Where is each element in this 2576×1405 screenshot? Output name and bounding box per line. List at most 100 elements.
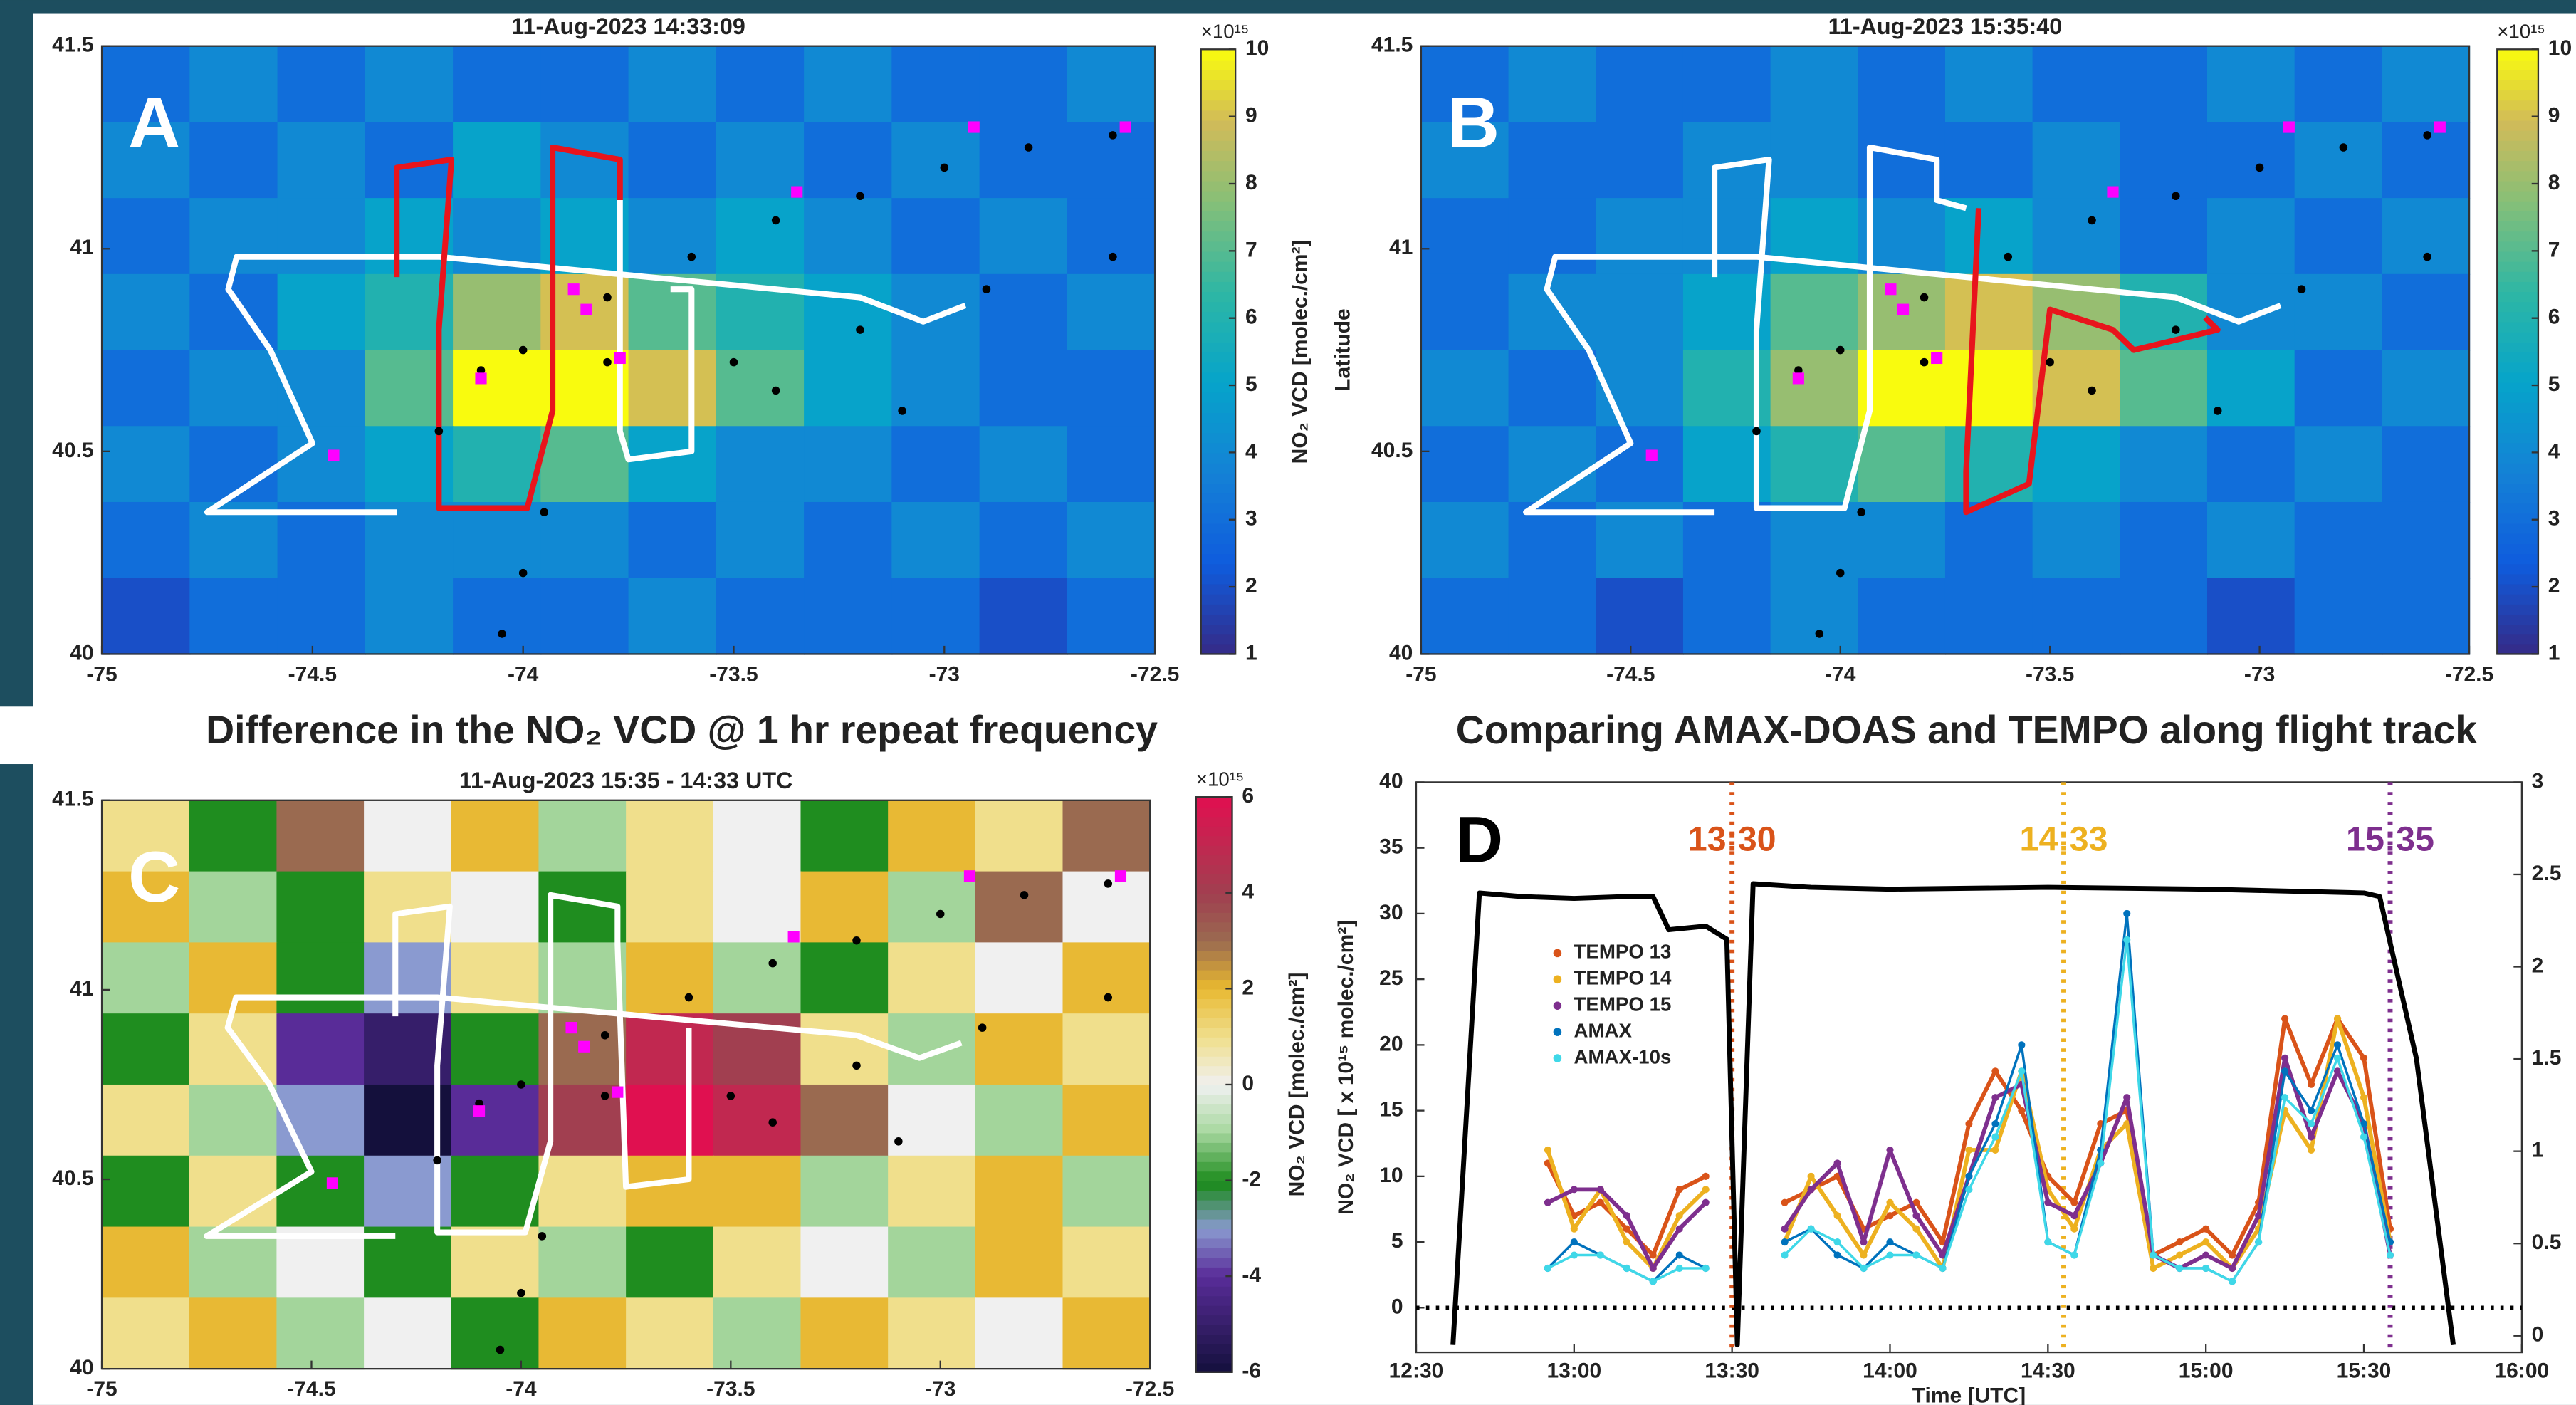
colorbar-segment [2497,634,2538,645]
y2-tick-label: 1 [2532,1139,2544,1162]
colorbar-segment [1200,573,1236,585]
heatmap-cell [2032,578,2121,655]
colorbar-segment [1200,644,1236,655]
heatmap-cell [102,871,190,944]
colorbar-segment [1200,362,1236,373]
colorbar-segment [1200,442,1236,454]
series-point [2360,1054,2368,1062]
plume-dot [2213,407,2222,415]
heatmap-cell [451,871,540,944]
colorbar-segment [1195,806,1232,818]
plume-dot [768,959,777,968]
plume-dot [771,386,780,395]
heatmap-cell [2032,198,2121,275]
plume-dot [2297,285,2306,293]
plume-dot [771,216,780,225]
flight-track [1712,144,1967,511]
plume-dot [600,1092,609,1100]
colorbar-frame [1200,48,1237,655]
plume-dot [940,163,949,172]
heatmap-cell [2032,501,2121,579]
colorbar-segment [1200,452,1236,464]
x-tick-label: -72.5 [1126,1377,1174,1401]
heatmap-cell [804,501,893,579]
series-point [2229,1278,2236,1285]
colorbar-segment [2497,331,2538,343]
colorbar-segment [2497,301,2538,313]
x-tick-label: -73 [2244,662,2275,686]
site-marker [578,1040,590,1053]
heatmap-cell [1508,578,1597,655]
colorbar-segment [2497,482,2538,494]
colorbar-segment [2497,311,2538,323]
colorbar-segment [1200,462,1236,474]
series-point [1675,1264,1683,1273]
colorbar-segment [2497,432,2538,444]
plume-dot [2004,252,2013,261]
series-point [2333,1054,2342,1062]
heatmap-cell [804,350,893,427]
series-point [1939,1264,1947,1273]
heatmap-cell [800,1013,889,1086]
series-point [2018,1107,2026,1114]
plume-dot [684,993,693,1002]
colorbar-segment [1200,180,1236,192]
heatmap-cell [891,122,980,199]
site-marker [326,1177,339,1189]
x-tick-label: 13:30 [1705,1359,1759,1383]
heatmap-cell [1770,578,1859,655]
heatmap-cell [888,942,976,1015]
heatmap-cell [451,1013,540,1086]
colorbar-segment [2497,372,2538,383]
plume-dot [978,1023,987,1032]
site-marker [1645,449,1658,461]
heatmap-cell [626,800,714,872]
heatmap-cell [102,800,190,872]
heatmap-cell [2294,426,2383,503]
heatmap-cell [1858,501,1947,579]
colorbar-segment [1195,845,1232,856]
series-point [2229,1251,2236,1259]
heatmap-cell [453,122,542,199]
heatmap-cell [888,800,976,872]
plume-dot [856,325,864,334]
colorbar-segment [2497,79,2538,91]
plume-dot [517,1080,525,1089]
plume-dot [476,366,486,375]
colorbar-segment [2497,130,2538,141]
colorbar-segment [2497,583,2538,595]
colorbar-segment [1195,1324,1232,1335]
plume-dot [600,1031,609,1040]
series-point [1781,1238,1789,1246]
heatmap-cell [1770,273,1859,351]
colorbar-segment [1200,623,1236,635]
colorbar-segment [1200,160,1236,172]
heatmap-cell [1682,46,1771,123]
heatmap-cell [713,1155,802,1228]
legend-label: TEMPO 14 [1574,967,1671,989]
series-point [2281,1094,2289,1102]
colorbar-segment [1200,261,1236,272]
heatmap-cell [1596,273,1685,351]
series-point [1939,1251,1947,1259]
heatmap-cell [626,1155,714,1228]
series-point [1991,1146,1999,1154]
series-point [1965,1186,1973,1194]
heatmap-cell [628,426,717,503]
y-tick-label: 41 [70,977,93,1001]
x-tick-label: 16:00 [2495,1359,2550,1383]
heatmap-cell [800,1084,889,1156]
plume-dot [1104,879,1113,888]
colorbar-tick-label: 4 [2548,439,2560,463]
heatmap-cell [891,578,980,655]
heatmap-cell [800,1226,889,1299]
site-marker [968,121,980,133]
time-marker-label: 15:35 [2346,820,2434,858]
colorbar-segment [1195,1180,1232,1191]
heatmap-cell [102,46,191,123]
heatmap-cell [102,942,190,1015]
heatmap-cell [189,800,278,872]
heatmap-cell [189,350,278,427]
series-point [1702,1198,1710,1206]
heatmap-cell [2206,350,2295,427]
